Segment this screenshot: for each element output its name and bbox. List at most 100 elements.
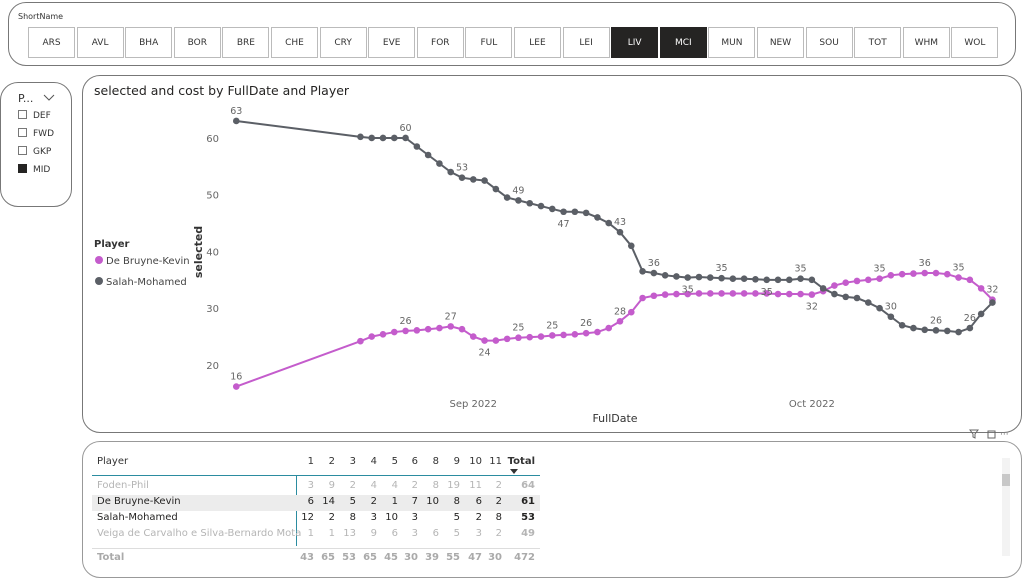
team-button[interactable]: MUN (708, 27, 756, 58)
checkbox-option[interactable]: MID (18, 164, 50, 175)
table-value: 2 (411, 480, 418, 491)
table-value: 13 (343, 528, 356, 539)
data-point (706, 274, 714, 281)
team-button[interactable]: ARS (28, 27, 75, 58)
data-point (605, 219, 613, 227)
data-point (943, 270, 951, 278)
data-point (650, 292, 658, 300)
table-value: 3 (307, 480, 314, 491)
y-tick-label: 30 (206, 304, 219, 315)
data-point (763, 276, 771, 284)
total-line (92, 548, 540, 549)
data-point (910, 324, 917, 332)
player-name: Foden-Phil (97, 480, 149, 491)
header-line (92, 475, 540, 476)
data-point (571, 208, 579, 216)
data-point (413, 143, 421, 150)
data-point (932, 269, 940, 277)
checkbox[interactable] (18, 146, 27, 155)
team-button[interactable]: EVE (368, 27, 416, 58)
table-value: 3 (411, 528, 418, 539)
total-value: 53 (342, 552, 356, 563)
data-point (831, 290, 838, 298)
checkbox[interactable] (18, 128, 27, 137)
data-label: 28 (614, 306, 626, 317)
table-value: 2 (495, 528, 502, 539)
y-tick-label: 60 (206, 134, 219, 145)
checkbox-option[interactable]: FWD (18, 128, 54, 139)
data-point (413, 327, 421, 334)
data-point (797, 290, 804, 298)
data-point (673, 290, 680, 298)
checkbox-option[interactable]: GKP (18, 146, 51, 157)
data-point (616, 228, 624, 236)
data-point (402, 327, 409, 335)
checkbox[interactable] (18, 110, 27, 119)
team-button[interactable]: LEI (562, 27, 610, 58)
table-value: 11 (469, 480, 482, 491)
data-point (673, 273, 680, 280)
data-point (357, 337, 364, 345)
team-button[interactable]: FUL (465, 27, 513, 58)
dropdown-icon[interactable] (43, 94, 55, 102)
data-point (627, 308, 635, 316)
team-button[interactable]: LIV (611, 27, 659, 58)
team-button[interactable]: WOL (951, 27, 999, 58)
data-point (740, 290, 748, 297)
column-header: 5 (391, 456, 398, 467)
option-label: DEF (33, 111, 51, 121)
column-divider (296, 476, 297, 546)
table-value: 4 (391, 480, 398, 491)
data-point (695, 273, 703, 281)
team-button[interactable]: SOU (805, 27, 853, 58)
team-button[interactable]: FOR (416, 27, 464, 58)
table-value: 3 (370, 512, 377, 523)
checkbox[interactable] (18, 164, 27, 173)
option-label: FWD (33, 129, 55, 139)
data-point (481, 337, 488, 344)
data-point (842, 279, 850, 286)
data-point (379, 331, 387, 338)
table-value: 1 (391, 496, 398, 507)
team-button[interactable]: CRY (319, 27, 367, 58)
team-button[interactable]: LEE (514, 27, 561, 58)
visual-header-icons[interactable]: ··· (968, 428, 1018, 440)
data-point (819, 285, 827, 292)
team-button[interactable]: NEW (757, 27, 804, 58)
data-point (831, 282, 838, 289)
column-header: Total (507, 456, 535, 467)
table-value: 9 (370, 528, 377, 539)
team-button[interactable]: AVL (76, 27, 124, 58)
data-label: 31 (0, 0, 6, 3)
team-button[interactable]: TOT (854, 27, 902, 58)
data-point (752, 275, 759, 283)
data-point (605, 324, 613, 332)
team-button[interactable]: CHE (271, 27, 318, 58)
table-value: 8 (432, 480, 439, 491)
data-point (842, 293, 850, 301)
data-point (402, 134, 409, 142)
scrollbar[interactable] (1002, 458, 1010, 556)
team-button[interactable]: BHA (125, 27, 173, 58)
team-button[interactable]: WHM (902, 27, 950, 58)
data-point (594, 214, 601, 221)
data-label: 60 (400, 123, 412, 134)
data-point (718, 290, 725, 297)
data-label: 35 (874, 264, 886, 275)
team-button[interactable]: MCI (659, 27, 707, 58)
sort-arrow (510, 469, 518, 474)
team-button[interactable]: BRE (222, 27, 270, 58)
data-point (650, 269, 658, 277)
data-point (492, 337, 500, 344)
data-point (582, 209, 590, 217)
total-value: 47 (468, 552, 482, 563)
table-value: 4 (370, 480, 377, 491)
slicer-title: ShortName (18, 12, 64, 21)
data-label: 35 (795, 264, 807, 275)
team-button[interactable]: BOR (173, 27, 221, 58)
checkbox-option[interactable]: DEF (18, 110, 51, 121)
data-point (797, 275, 804, 283)
player-name: De Bruyne-Kevin (97, 496, 181, 507)
